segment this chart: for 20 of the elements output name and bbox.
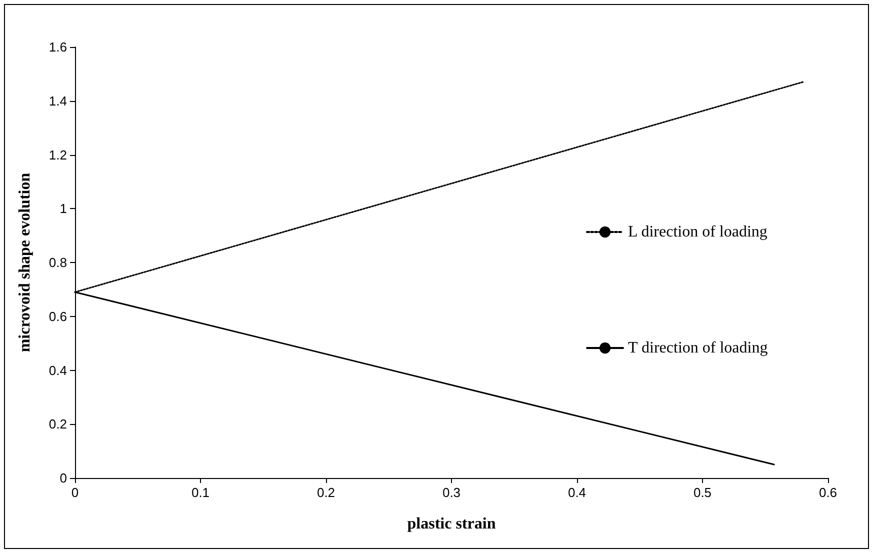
y-tick-label: 0.2 [48, 416, 67, 432]
y-tick-label: 0.6 [48, 308, 67, 324]
x-tick-label: 0 [71, 485, 79, 500]
x-tick-label: 0.3 [442, 485, 461, 500]
x-tick-label: 0.4 [568, 485, 586, 500]
y-tick-label: 0.4 [48, 362, 67, 378]
y-tick-label: 1.2 [48, 147, 67, 162]
y-tick-label: 1.4 [48, 93, 67, 108]
y-axis-title: microvoid shape evolution [16, 172, 34, 352]
y-tick-label: 0 [60, 470, 67, 486]
legend-label: L direction of loading [628, 224, 768, 240]
y-tick-label: 1 [60, 201, 67, 216]
y-tick-label: 0.8 [48, 255, 67, 270]
x-tick-label: 0.6 [818, 485, 838, 500]
x-tick-label: 0.2 [316, 485, 336, 500]
x-axis-title: plastic strain [407, 516, 496, 532]
x-tick-label: 0.1 [191, 485, 210, 500]
y-tick-label: 1.6 [48, 40, 67, 54]
x-tick-label: 0.5 [693, 485, 712, 500]
legend-label: T direction of loading [628, 340, 768, 356]
